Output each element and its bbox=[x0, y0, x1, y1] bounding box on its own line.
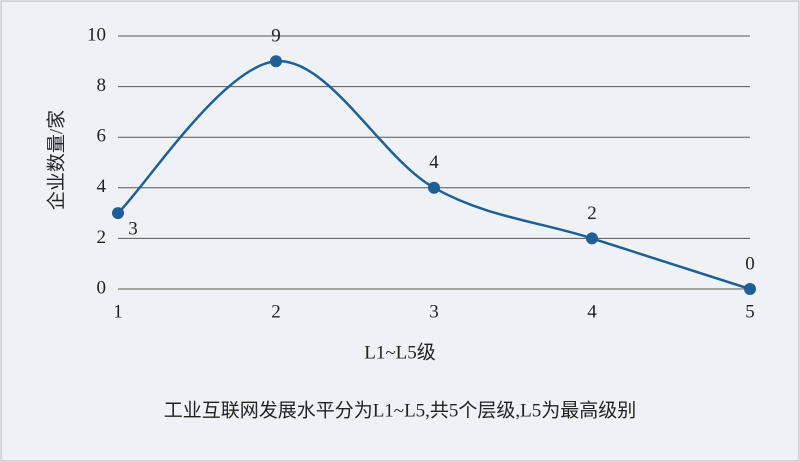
line bbox=[117, 60, 751, 291]
y-tick-label: 8 bbox=[97, 75, 107, 96]
x-tick-label: 2 bbox=[271, 301, 281, 322]
y-tick-label: 4 bbox=[97, 176, 107, 197]
point bbox=[270, 55, 282, 68]
data-label: 4 bbox=[429, 152, 439, 173]
x-tick-label: 5 bbox=[745, 301, 755, 322]
y-tick-label: 0 bbox=[97, 277, 107, 298]
x-tick-label: 3 bbox=[429, 301, 439, 322]
point bbox=[744, 283, 756, 295]
point bbox=[428, 181, 440, 194]
caption: 工业互联网发展水平分为L1~L5,共5个层级,L5为最高级别 bbox=[164, 399, 637, 421]
x-axis-label: L1~L5级 bbox=[364, 341, 436, 363]
y-tick-label: 10 bbox=[87, 24, 106, 45]
x-tick-label: 4 bbox=[587, 301, 597, 322]
data-label: 0 bbox=[745, 253, 755, 274]
y-tick-label: 2 bbox=[97, 227, 107, 248]
data-label: 2 bbox=[587, 203, 597, 224]
y-axis-label: 企业数量/家 bbox=[45, 110, 67, 210]
point bbox=[586, 232, 598, 245]
y-tick-label: 6 bbox=[97, 126, 107, 147]
x-tick-label: 1 bbox=[113, 301, 123, 322]
point bbox=[112, 207, 124, 220]
data-label: 9 bbox=[271, 26, 281, 47]
data-label: 3 bbox=[128, 218, 138, 239]
